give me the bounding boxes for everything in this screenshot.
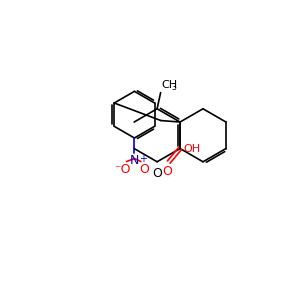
Text: CH: CH (161, 80, 177, 90)
Text: OH: OH (184, 143, 201, 154)
Text: 3: 3 (172, 83, 176, 92)
Text: O: O (162, 165, 172, 178)
Text: O: O (139, 163, 149, 176)
Text: O: O (152, 167, 162, 180)
Text: N: N (130, 154, 139, 167)
Text: ⁻O: ⁻O (114, 163, 130, 176)
Text: +: + (140, 154, 147, 164)
